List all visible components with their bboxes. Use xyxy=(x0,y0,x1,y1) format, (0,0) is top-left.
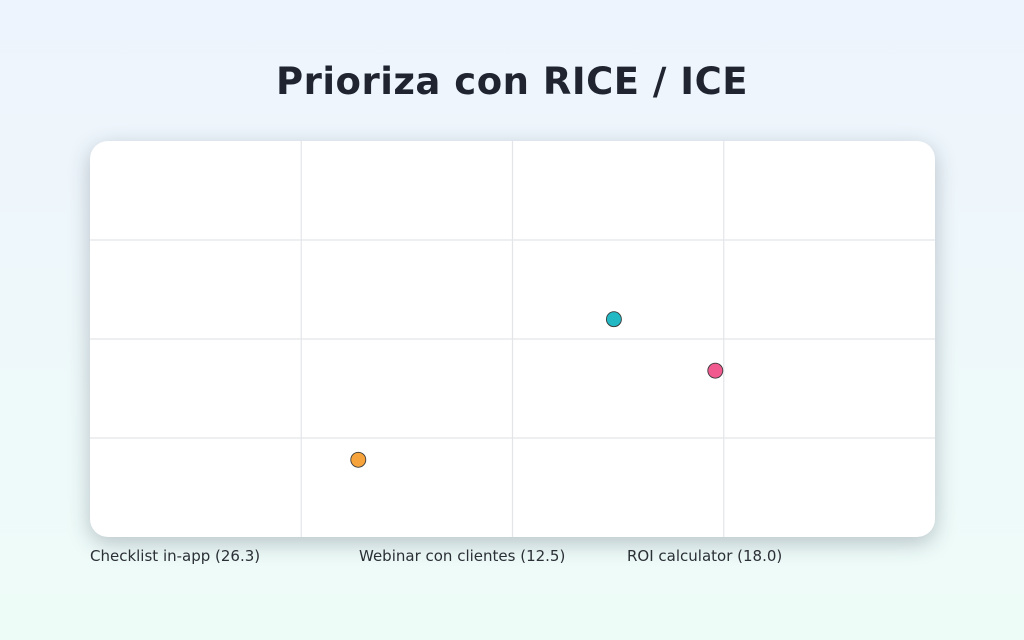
series-label: ROI calculator (18.0) xyxy=(627,547,783,565)
plot-area xyxy=(90,141,935,537)
data-point[interactable] xyxy=(707,362,724,379)
data-point[interactable] xyxy=(605,311,622,328)
data-point[interactable] xyxy=(350,451,367,468)
chart-title: Prioriza con RICE / ICE xyxy=(275,60,748,103)
series-label: Checklist in-app (26.3) xyxy=(90,547,261,565)
scatter-plot xyxy=(90,141,935,537)
series-label: Webinar con clientes (12.5) xyxy=(359,547,566,565)
